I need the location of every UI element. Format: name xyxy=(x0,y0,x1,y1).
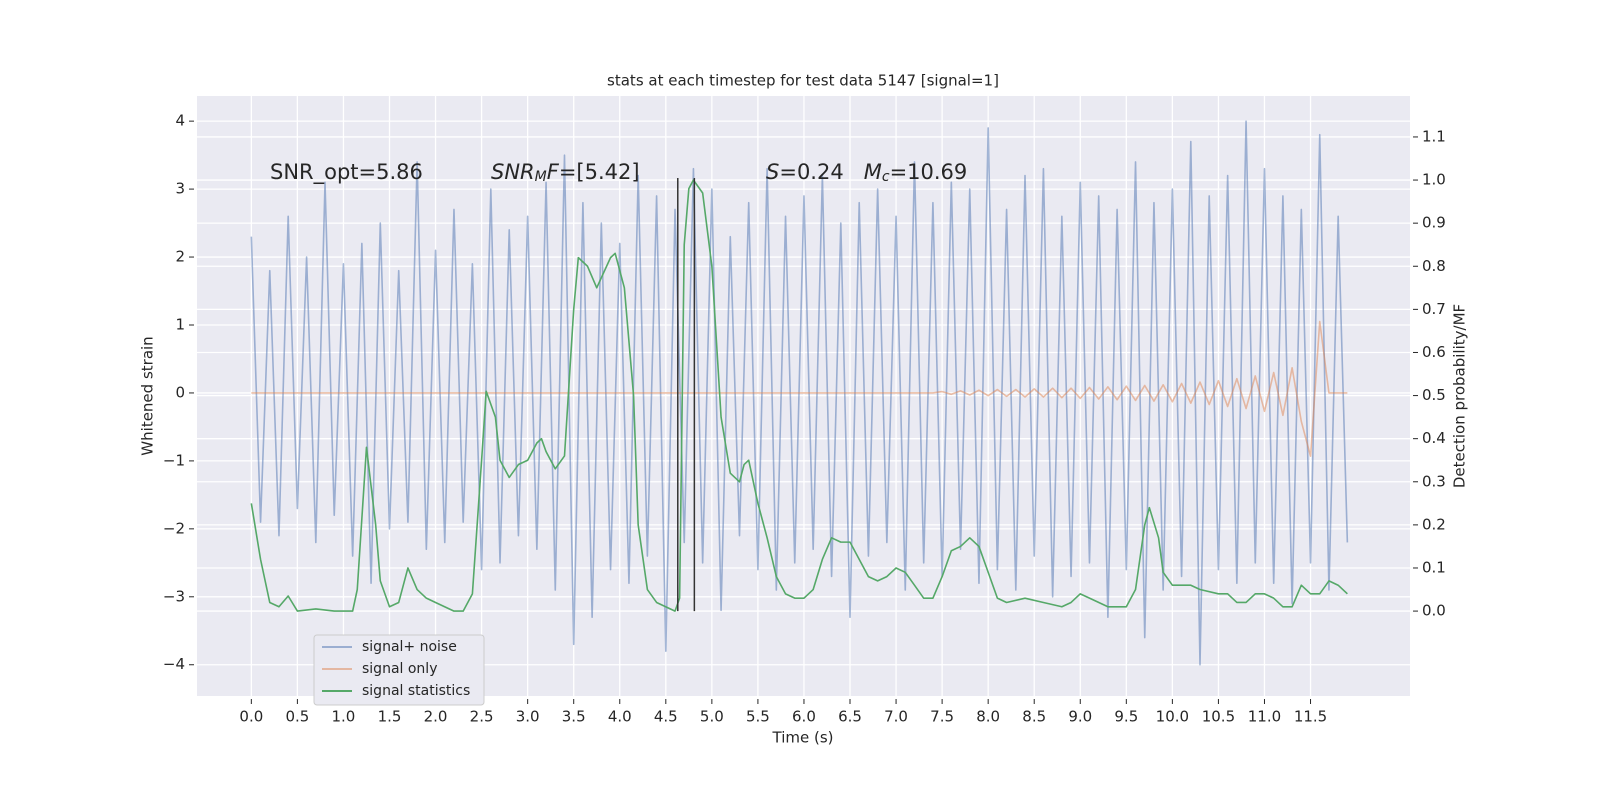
x-tick-label: 6.0 xyxy=(792,708,816,726)
series-line xyxy=(251,320,1348,457)
annotation-part: c xyxy=(882,169,890,185)
annotation-part: =[5.42] xyxy=(559,160,640,184)
y2-tick-label: 0.2 xyxy=(1422,515,1446,533)
y2-tick-label: 0.1 xyxy=(1422,558,1446,576)
annotation-part: F xyxy=(547,160,560,184)
x-tick-label: 2.5 xyxy=(470,708,494,726)
x-tick-label: 3.5 xyxy=(562,708,586,726)
series-line xyxy=(250,120,1349,666)
y2-tick-label: 0.7 xyxy=(1422,300,1446,318)
annotation-part: M xyxy=(864,160,882,184)
y-tick-label: −1 xyxy=(163,451,185,469)
x-tick-label: 6.5 xyxy=(838,708,862,726)
x-tick-label: 8.5 xyxy=(1022,708,1046,726)
x-tick-label: 10.5 xyxy=(1202,708,1235,726)
y-tick-label: −4 xyxy=(163,655,185,673)
annotation-part: SNR_opt=5.86 xyxy=(270,160,423,185)
annotation: S=0.24 Mc=10.69 xyxy=(766,160,967,185)
chart-title: stats at each timestep for test data 514… xyxy=(607,72,999,90)
annotation-part: S xyxy=(766,160,779,184)
legend-label: signal only xyxy=(362,661,437,677)
x-tick-label: 9.5 xyxy=(1114,708,1138,726)
annotation-part: =0.24 xyxy=(779,160,863,184)
x-axis-label: Time (s) xyxy=(772,729,834,747)
y-tick-label: 2 xyxy=(175,248,185,266)
x-tick-label: 7.5 xyxy=(930,708,954,726)
y2-tick-label: 0.8 xyxy=(1422,257,1446,275)
y-tick-label: −2 xyxy=(163,519,185,537)
legend-label: signal statistics xyxy=(362,683,470,699)
y-tick-label: 1 xyxy=(175,315,185,333)
x-tick-label: 2.0 xyxy=(424,708,448,726)
annotation: SNRMF=[5.42] xyxy=(491,160,640,185)
x-tick-label: 8.0 xyxy=(976,708,1000,726)
annotation-part: =10.69 xyxy=(890,160,968,184)
x-tick-label: 0.0 xyxy=(239,708,263,726)
y-tick-label: 4 xyxy=(175,112,185,130)
x-tick-label: 10.0 xyxy=(1156,708,1189,726)
x-tick-label: 11.0 xyxy=(1248,708,1281,726)
legend-box xyxy=(313,634,485,706)
y2-tick-label: 1.1 xyxy=(1422,127,1446,145)
legend-label: signal+ noise xyxy=(362,639,457,655)
x-tick-label: 0.5 xyxy=(285,708,309,726)
x-tick-label: 4.0 xyxy=(608,708,632,726)
x-tick-label: 4.5 xyxy=(654,708,678,726)
annotation: SNR_opt=5.86 xyxy=(270,160,423,185)
x-tick-label: 5.0 xyxy=(700,708,724,726)
annotation-part: M xyxy=(535,169,547,185)
y2-tick-label: 0.4 xyxy=(1422,429,1446,447)
y2-tick-label: 1.0 xyxy=(1422,171,1446,189)
series-line xyxy=(250,179,1348,612)
x-tick-label: 9.0 xyxy=(1068,708,1092,726)
y2-tick-label: 0.6 xyxy=(1422,343,1446,361)
x-tick-label: 1.5 xyxy=(378,708,402,726)
y2-tick-label: 0.9 xyxy=(1422,214,1446,232)
y-axis-label: Whitened strain xyxy=(139,336,157,455)
y2-tick-label: 0.0 xyxy=(1422,602,1446,620)
y2-tick-label: 0.3 xyxy=(1422,472,1446,490)
x-tick-label: 1.0 xyxy=(332,708,356,726)
annotation-part: SNR xyxy=(491,160,535,184)
x-tick-label: 3.0 xyxy=(516,708,540,726)
x-tick-label: 7.0 xyxy=(884,708,908,726)
y-tick-label: −3 xyxy=(163,587,185,605)
y2-axis-label: Detection probability/MF xyxy=(1451,304,1469,488)
y2-tick-label: 0.5 xyxy=(1422,386,1446,404)
y-tick-label: 0 xyxy=(175,383,185,401)
y-tick-label: 3 xyxy=(175,180,185,198)
x-tick-label: 11.5 xyxy=(1294,708,1327,726)
legend: signal+ noise signal only signal statistic… xyxy=(313,634,485,706)
x-tick-label: 5.5 xyxy=(746,708,770,726)
